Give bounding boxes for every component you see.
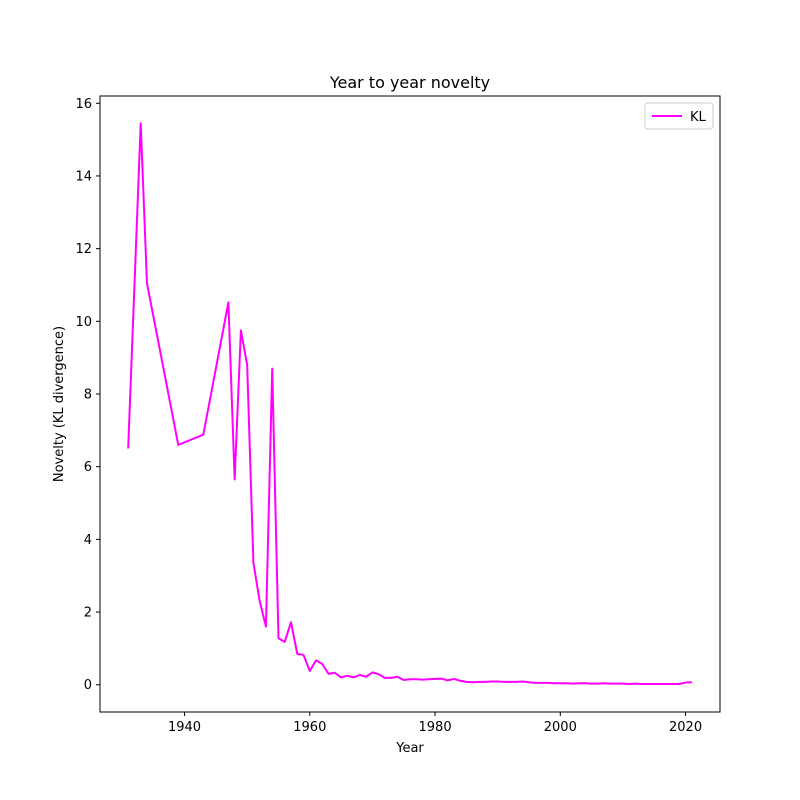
y-tick-label: 2 [84,606,92,621]
y-tick-label: 10 [75,315,92,330]
x-tick-label: 2000 [544,720,577,735]
y-tick-label: 6 [84,460,92,475]
y-axis-label: Novelty (KL divergence) [52,326,67,482]
y-axis: 0 2 4 6 8 10 12 14 16 [75,97,100,693]
axes-frame [99,95,721,713]
y-tick-label: 12 [75,242,92,257]
y-tick-label: 4 [84,533,92,548]
x-axis: 1940 1960 1980 2000 2020 [168,712,702,735]
y-tick-label: 14 [75,169,92,184]
legend-label-kl: KL [690,110,707,125]
plot-area [99,95,721,713]
x-axis-label: Year [395,741,424,756]
series-layer [127,122,692,686]
y-tick-label: 16 [75,97,92,112]
x-tick-label: 2020 [669,720,702,735]
series-line-kl [127,122,692,686]
y-tick-label: 8 [84,388,92,403]
chart-title: Year to year novelty [329,73,490,92]
x-tick-label: 1980 [419,720,452,735]
x-tick-label: 1960 [293,720,326,735]
legend: KL [644,102,714,130]
y-tick-label: 0 [84,678,92,693]
x-tick-label: 1940 [168,720,201,735]
